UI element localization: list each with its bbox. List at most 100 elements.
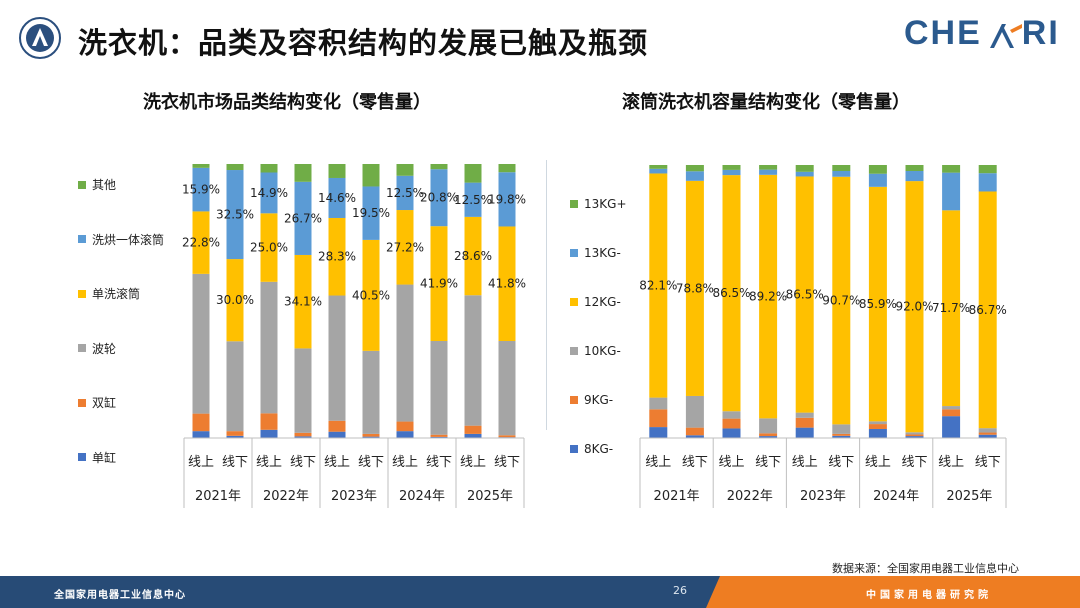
chart-2-bar-9KG--9	[978, 432, 997, 435]
chart-2-legend-item: 13KG+	[570, 197, 627, 211]
chart-2-bar-10KG--4	[795, 412, 814, 418]
chart-2-bar-8KG--6	[868, 428, 887, 438]
chart-2-legend-swatch	[570, 396, 578, 404]
chart-2-legend-item: 10KG-	[570, 344, 621, 358]
chart-1-bar-单洗滚筒-2	[260, 213, 278, 282]
chart-1-tick-label: 线下	[222, 455, 248, 470]
chart-1-legend-item: 波轮	[78, 340, 116, 357]
chart-1-bar-波轮-7	[430, 341, 448, 435]
chart-2-legend-label: 9KG-	[584, 393, 614, 407]
chart-2-bar-8KG--2	[722, 428, 741, 438]
chart-2-bar-13KG+-2	[722, 165, 741, 170]
chart-1-bar-单洗滚筒-6	[396, 210, 414, 285]
chart-1-bar-单洗滚筒-1	[226, 259, 244, 342]
chart-2-bar-10KG--3	[759, 418, 778, 434]
chart-1-tick-label: 线下	[494, 455, 520, 470]
footer-institute-name: 中国家用电器研究院	[866, 590, 992, 601]
chart-1-tick-label: 线下	[358, 455, 384, 470]
chart-2-bar-10KG--0	[649, 397, 668, 410]
chart-1-data-label: 25.0%	[250, 241, 288, 255]
chart-1-legend-item: 双缸	[78, 394, 116, 411]
chart-1-legend-swatch	[78, 180, 86, 189]
chart-2-tick-label: 线上	[718, 455, 744, 470]
chart-1-title: 洗衣机市场品类结构变化（零售量）	[143, 92, 431, 113]
chart-2-bar-13KG--8	[942, 172, 961, 211]
chart-1-bar-波轮-6	[396, 284, 414, 422]
chart-2-bar-13KG--7	[905, 171, 924, 182]
chart-2-bar-9KG--1	[685, 427, 704, 436]
footer-org-name: 全国家用电器工业信息中心	[54, 590, 186, 601]
chart-1-bar-双缸-9	[498, 435, 516, 438]
chart-1-data-label: 40.5%	[352, 288, 390, 302]
chart-2-bar-13KG--1	[685, 171, 704, 181]
chart-1-bar-洗烘一体滚筒-7	[430, 169, 448, 227]
chart-1-legend-swatch	[78, 344, 86, 352]
chart-1-bar-双缸-0	[192, 413, 210, 432]
chart-2-bar-13KG+-6	[868, 165, 887, 174]
chart-2-bar-13KG--3	[759, 169, 778, 175]
chart-1-legend-swatch	[78, 235, 86, 243]
chart-1: 22.8% 15.9% 30.0% 32.5% 25.0% 14.9% 34.1% 26.7%…	[182, 164, 526, 508]
chart-2-legend-swatch	[570, 249, 578, 257]
chart-1-bar-双缸-2	[260, 413, 278, 430]
chart-1-bar-双缸-6	[396, 421, 414, 432]
institute-logo	[19, 17, 61, 59]
chart-2-bar-13KG+-8	[942, 165, 961, 173]
chart-1-data-label: 15.9%	[182, 183, 220, 197]
chart-2-legend-label: 13KG-	[584, 246, 621, 260]
chart-1-data-label: 22.8%	[182, 236, 220, 250]
chart-2-bar-13KG+-5	[832, 165, 851, 172]
chart-2-bar-13KG--2	[722, 169, 741, 176]
chart-2-legend-label: 13KG+	[584, 197, 627, 211]
brand-text-tail: RI	[1021, 14, 1060, 52]
chart-1-tick-label: 线上	[324, 455, 350, 470]
chart-2-bar-13KG--4	[795, 171, 814, 177]
chart-1-bar-单缸-8	[464, 433, 482, 438]
chart-2-legend-swatch	[570, 445, 578, 453]
chart-1-bar-波轮-3	[294, 348, 312, 433]
chart-1-bar-双缸-4	[328, 420, 346, 432]
chart-2-bar-8KG--0	[649, 427, 668, 438]
chart-2-tick-label: 线上	[865, 455, 891, 470]
chart-2-legend-label: 10KG-	[584, 344, 621, 358]
chart-1-bar-波轮-5	[362, 350, 380, 434]
chart-1-bar-洗烘一体滚筒-5	[362, 186, 380, 240]
chart-1-bar-洗烘一体滚筒-6	[396, 175, 414, 211]
chart-1-bar-其他-9	[498, 164, 516, 173]
chart-2-group-label: 2023年	[800, 489, 846, 504]
chart-2-bar-12KG--6	[868, 186, 887, 422]
chart-2-bar-9KG--0	[649, 409, 668, 428]
chart-2-legend-item: 13KG-	[570, 246, 621, 260]
chart-1-data-label: 41.9%	[420, 277, 458, 291]
chart-2-bar-9KG--5	[832, 433, 851, 436]
chart-2-data-label: 85.9%	[859, 297, 897, 311]
chart-1-data-label: 30.0%	[216, 293, 254, 307]
chart-1-bar-双缸-5	[362, 433, 380, 437]
chart-2-bar-13KG+-7	[905, 165, 924, 172]
chart-1-data-label: 27.2%	[386, 240, 424, 254]
chart-1-data-label: 32.5%	[216, 208, 254, 222]
chart-2-legend-item: 9KG-	[570, 393, 613, 407]
chart-1-bar-其他-3	[294, 164, 312, 182]
chart-1-bar-其他-7	[430, 164, 448, 170]
chart-2-bar-10KG--7	[905, 432, 924, 435]
chart-2-data-label: 89.2%	[749, 290, 787, 304]
chart-2-bar-13KG+-9	[978, 165, 997, 174]
chart-2-bar-10KG--8	[942, 406, 961, 410]
chart-1-data-label: 19.5%	[352, 206, 390, 220]
chart-1-group-label: 2022年	[263, 489, 309, 504]
chart-2-bar-12KG--8	[942, 210, 961, 407]
chart-2-group-label: 2025年	[946, 489, 992, 504]
chart-1-bar-其他-8	[464, 164, 482, 183]
chart-2-legend-item: 12KG-	[570, 295, 621, 309]
chart-1-group-label: 2024年	[399, 489, 445, 504]
chart-2-data-label: 86.5%	[712, 286, 750, 300]
footer-right-band	[706, 576, 1080, 608]
chart-2-bar-8KG--5	[832, 435, 851, 438]
chart-2-bar-8KG--8	[942, 416, 961, 438]
chart-2-legend-item: 8KG-	[570, 442, 613, 456]
chart-1-bar-波轮-2	[260, 281, 278, 414]
chart-2-bar-12KG--2	[722, 175, 741, 412]
chart-2-data-label: 78.8%	[676, 281, 714, 295]
chart-2-tick-label: 线上	[938, 455, 964, 470]
